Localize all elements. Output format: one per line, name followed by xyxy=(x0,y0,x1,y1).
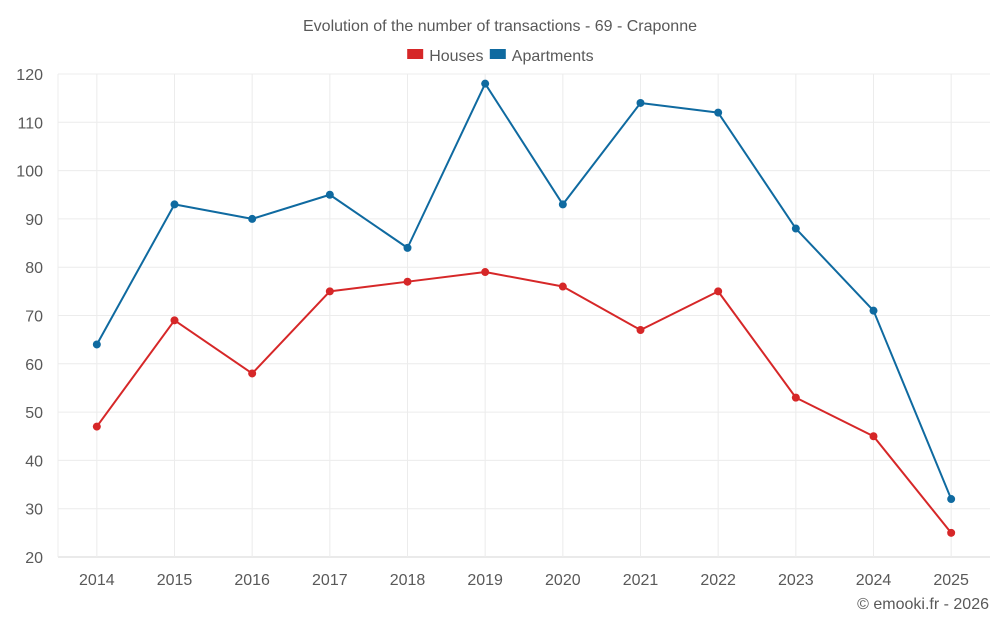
y-tick-label: 90 xyxy=(25,212,43,229)
legend-label-apartments[interactable]: Apartments xyxy=(512,48,594,65)
data-point-houses[interactable] xyxy=(403,277,412,286)
data-point-houses[interactable] xyxy=(248,369,257,378)
y-tick-label: 40 xyxy=(25,453,43,470)
data-point-houses[interactable] xyxy=(170,316,179,325)
data-point-apartments[interactable] xyxy=(558,200,567,209)
data-point-houses[interactable] xyxy=(869,432,878,441)
x-axis: 2014 2015 2016 2017 2018 2019 2020 2021 2022 2023… xyxy=(79,572,969,589)
x-tick-label: 2015 xyxy=(157,572,193,589)
legend: Houses Apartments xyxy=(407,48,594,65)
legend-swatch-houses xyxy=(407,49,424,59)
series-layer xyxy=(92,79,956,537)
y-tick-label: 70 xyxy=(25,309,43,326)
data-point-houses[interactable] xyxy=(791,393,800,402)
data-point-houses[interactable] xyxy=(481,268,490,277)
x-tick-label: 2020 xyxy=(545,572,581,589)
x-tick-label: 2022 xyxy=(700,572,736,589)
data-point-houses[interactable] xyxy=(947,528,956,537)
x-tick-label: 2017 xyxy=(312,572,348,589)
data-point-apartments[interactable] xyxy=(403,243,412,252)
y-tick-label: 120 xyxy=(16,67,43,84)
y-tick-label: 100 xyxy=(16,164,43,181)
data-point-apartments[interactable] xyxy=(947,495,956,504)
y-tick-label: 80 xyxy=(25,260,43,277)
chart-title: Evolution of the number of transactions … xyxy=(303,18,697,35)
y-axis: 20 30 40 50 60 70 80 90 100 110 120 xyxy=(16,67,43,567)
y-tick-label: 20 xyxy=(25,550,43,567)
copyright-credit: © emooki.fr - 2026 xyxy=(857,596,989,613)
x-tick-label: 2014 xyxy=(79,572,115,589)
data-point-apartments[interactable] xyxy=(714,108,723,117)
data-point-apartments[interactable] xyxy=(636,98,645,107)
data-point-apartments[interactable] xyxy=(248,214,257,223)
data-point-houses[interactable] xyxy=(636,325,645,334)
data-point-houses[interactable] xyxy=(92,422,101,431)
data-point-houses[interactable] xyxy=(325,287,334,296)
x-tick-label: 2023 xyxy=(778,572,814,589)
x-tick-label: 2025 xyxy=(933,572,969,589)
x-tick-label: 2021 xyxy=(623,572,659,589)
series-houses xyxy=(92,268,956,537)
data-point-apartments[interactable] xyxy=(170,200,179,209)
series-apartments xyxy=(92,79,956,504)
data-point-apartments[interactable] xyxy=(481,79,490,88)
data-point-houses[interactable] xyxy=(558,282,567,291)
data-point-apartments[interactable] xyxy=(325,190,334,199)
data-point-houses[interactable] xyxy=(714,287,723,296)
series-line-apartments xyxy=(95,82,953,500)
x-tick-label: 2024 xyxy=(856,572,892,589)
grid xyxy=(57,73,990,558)
x-tick-label: 2019 xyxy=(467,572,503,589)
y-tick-label: 110 xyxy=(17,115,43,132)
legend-label-houses[interactable]: Houses xyxy=(429,48,483,65)
data-point-apartments[interactable] xyxy=(791,224,800,233)
legend-swatch-apartments xyxy=(489,49,506,59)
y-tick-label: 60 xyxy=(25,357,43,374)
x-tick-label: 2018 xyxy=(390,572,426,589)
series-line-houses xyxy=(96,271,952,534)
data-point-apartments[interactable] xyxy=(92,340,101,349)
data-point-apartments[interactable] xyxy=(869,306,878,315)
x-tick-label: 2016 xyxy=(234,572,270,589)
y-tick-label: 50 xyxy=(25,405,43,422)
y-tick-label: 30 xyxy=(25,502,43,519)
